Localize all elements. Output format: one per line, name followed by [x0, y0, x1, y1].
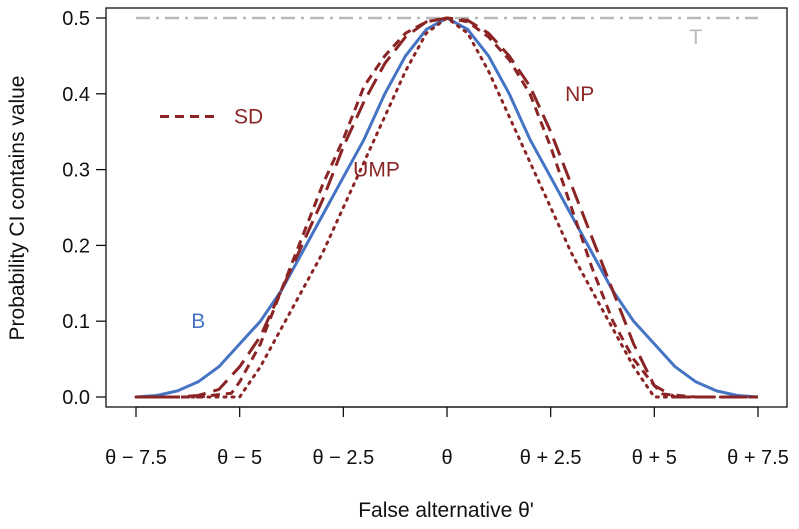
- series-line-b: [135, 16, 759, 399]
- y-tick-label: 0.3: [62, 160, 90, 182]
- series-layer: [134, 16, 760, 399]
- x-tick-label: θ + 7.5: [727, 447, 789, 469]
- series-line-sd: [136, 16, 758, 399]
- y-tick-label: 0.5: [62, 8, 90, 30]
- series-line-np: [136, 16, 758, 399]
- x-tick-label: θ + 5: [632, 447, 677, 469]
- x-tick-label: θ − 5: [217, 447, 262, 469]
- series-label-ump: UMP: [353, 159, 400, 182]
- series-line-ump: [134, 16, 760, 399]
- series-label-t: T: [689, 26, 702, 49]
- y-tick-label: 0.2: [62, 235, 90, 257]
- x-tick-label: θ − 7.5: [105, 447, 167, 469]
- y-tick-label: 0.1: [62, 311, 90, 333]
- y-axis-title: Probability CI contains value: [6, 76, 29, 341]
- x-axis-title: False alternative θ': [358, 499, 534, 522]
- plot-area: [105, 7, 788, 408]
- y-tick-label: 0.0: [62, 387, 90, 409]
- y-axis: 0.0 0.1 0.2 0.3 0.4 0.5: [62, 8, 106, 409]
- x-tick-label: θ: [441, 447, 452, 469]
- series-label-np: NP: [565, 83, 594, 106]
- legend: SD: [160, 106, 263, 129]
- annotation-layer: T NP UMP B: [191, 26, 702, 333]
- legend-label-sd: SD: [234, 106, 263, 129]
- y-tick-label: 0.4: [62, 84, 90, 106]
- plot-border: [105, 7, 788, 408]
- series-label-b: B: [191, 310, 205, 333]
- x-tick-label: θ + 2.5: [520, 447, 582, 469]
- x-tick-label: θ − 2.5: [312, 447, 374, 469]
- x-axis: θ − 7.5 θ − 5 θ − 2.5 θ θ + 2.5 θ + 5 θ + 7.5: [105, 406, 789, 469]
